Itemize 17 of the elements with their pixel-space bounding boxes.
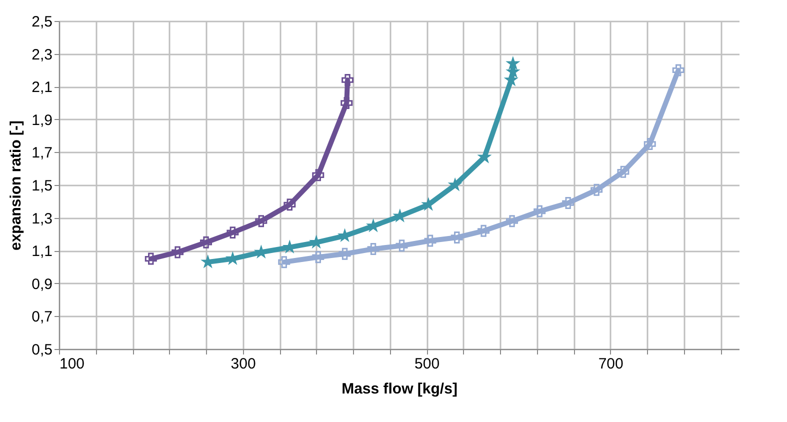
y-tick-label: 0,5	[32, 342, 52, 358]
x-axis-title: Mass flow [kg/s]	[342, 380, 458, 398]
x-tick-label: 100	[60, 356, 85, 372]
y-tick-label: 1,9	[32, 112, 52, 129]
y-tick-label: 2,5	[32, 14, 52, 30]
x-tick-label: 700	[598, 356, 624, 372]
y-tick-label: 1,5	[32, 178, 52, 194]
x-tick-label: 300	[230, 356, 256, 372]
y-tick-label: 0,7	[32, 308, 52, 326]
x-tick-label: 500	[414, 356, 440, 372]
y-tick-label: 0,9	[32, 276, 52, 293]
y-tick-label: 1,7	[32, 144, 52, 162]
y-tick-label: 1,3	[32, 210, 52, 228]
y-tick-label: 2,3	[32, 46, 52, 64]
y-tick-label: 1,1	[32, 243, 52, 260]
y-axis-title: expansion ratio [-]	[8, 120, 25, 251]
y-tick-label: 2,1	[32, 79, 52, 96]
